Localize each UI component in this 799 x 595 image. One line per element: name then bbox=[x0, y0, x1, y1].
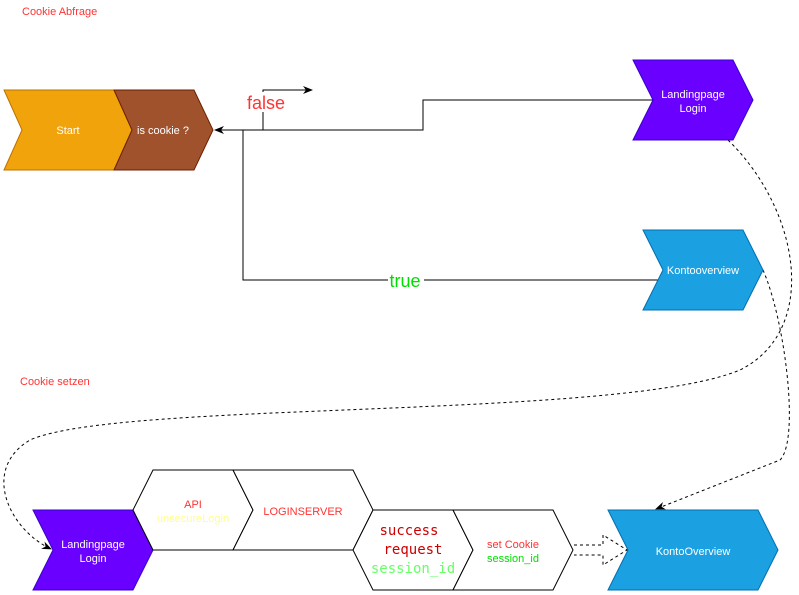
node-success[interactable]: success request session_id bbox=[352, 509, 474, 591]
node-loginserver-label: LOGINSERVER bbox=[263, 506, 342, 518]
edge-label-true: true bbox=[389, 271, 420, 291]
node-start[interactable]: Start bbox=[3, 89, 133, 171]
node-set-cookie-line2: session_id bbox=[487, 553, 539, 565]
node-success-line1: success bbox=[379, 523, 438, 539]
section-title-query: Cookie Abfrage bbox=[22, 6, 97, 18]
node-start-label: Start bbox=[56, 125, 79, 137]
edge-true bbox=[242, 130, 663, 281]
node-landing-bottom[interactable]: Landingpage Login bbox=[32, 509, 154, 591]
edge-label-false: false bbox=[247, 93, 285, 113]
node-set-cookie[interactable]: set Cookie session_id bbox=[452, 509, 574, 591]
edge-konto-to-konto bbox=[655, 269, 790, 510]
node-api-line1: API bbox=[184, 499, 202, 511]
node-konto-bottom[interactable]: KontoOverview bbox=[607, 509, 779, 591]
node-konto-top[interactable]: Kontooverview bbox=[642, 229, 764, 311]
node-success-line3: session_id bbox=[371, 561, 455, 577]
node-landing-top[interactable]: Landingpage Login bbox=[632, 59, 754, 141]
double-arrow-to-konto bbox=[574, 534, 628, 566]
edge-landing-to-decision bbox=[214, 99, 653, 134]
node-landing-bottom-line1: Landingpage bbox=[61, 539, 125, 551]
node-loginserver[interactable]: LOGINSERVER bbox=[232, 469, 374, 551]
edge-false bbox=[262, 86, 313, 130]
node-api-line2: unsecureLogin bbox=[157, 513, 229, 525]
node-set-cookie-line1: set Cookie bbox=[487, 539, 539, 551]
node-api[interactable]: API unsecureLogin bbox=[132, 469, 254, 551]
node-konto-bottom-label: KontoOverview bbox=[656, 546, 731, 558]
node-is-cookie[interactable]: is cookie ? bbox=[113, 89, 214, 171]
node-konto-top-label: Kontooverview bbox=[667, 265, 739, 277]
node-is-cookie-label: is cookie ? bbox=[137, 125, 189, 137]
section-title-set: Cookie setzen bbox=[20, 376, 90, 388]
edge-landing-to-landing bbox=[3, 139, 793, 550]
node-landing-top-line2: Login bbox=[680, 103, 707, 115]
node-success-line2: request bbox=[383, 542, 442, 558]
node-landing-top-line1: Landingpage bbox=[661, 89, 725, 101]
node-landing-bottom-line2: Login bbox=[80, 553, 107, 565]
